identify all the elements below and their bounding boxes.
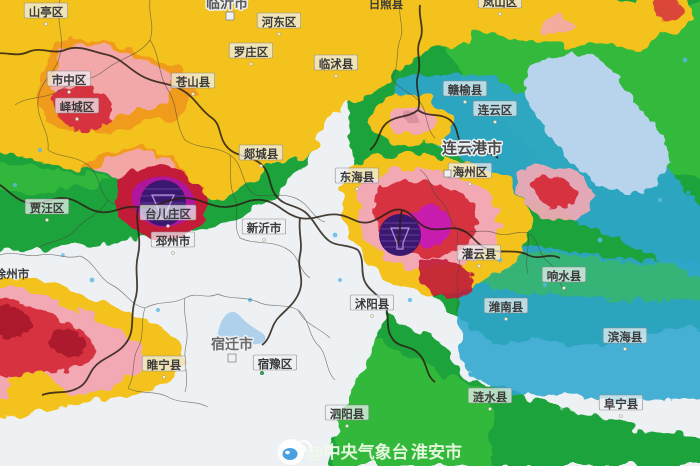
svg-text:灌云县: 灌云县 [462,247,497,261]
svg-text:苍山县: 苍山县 [175,75,211,89]
svg-text:海州区: 海州区 [453,165,488,179]
svg-text:徐州市: 徐州市 [0,267,30,281]
svg-text:睢宁县: 睢宁县 [147,358,182,372]
svg-text:罗庄区: 罗庄区 [234,45,269,59]
svg-text:潍南县: 潍南县 [489,300,524,314]
svg-text:涟水县: 涟水县 [473,390,508,404]
svg-text:@中央气象台: @中央气象台 [307,442,409,462]
svg-text:赣榆县: 赣榆县 [448,83,483,97]
svg-text:郯城县: 郯城县 [244,147,279,161]
svg-text:新沂市: 新沂市 [247,221,282,235]
svg-text:宿豫区: 宿豫区 [258,357,293,371]
svg-text:岚山区: 岚山区 [483,0,518,9]
svg-text:市中区: 市中区 [52,73,87,87]
svg-text:日照县: 日照县 [369,0,404,11]
svg-text:临沭县: 临沭县 [319,57,354,71]
svg-text:滨海县: 滨海县 [608,330,643,344]
svg-text:淮安市: 淮安市 [411,442,462,462]
svg-text:台儿庄区: 台儿庄区 [145,207,191,221]
svg-text:山亭区: 山亭区 [29,5,64,19]
svg-text:河东区: 河东区 [262,15,297,29]
svg-text:响水县: 响水县 [547,269,582,283]
svg-text:临沂市: 临沂市 [206,0,248,11]
svg-text:连云区: 连云区 [478,103,513,117]
svg-text:邳州市: 邳州市 [155,234,191,248]
svg-text:宿迁市: 宿迁市 [211,336,253,352]
svg-text:阜宁县: 阜宁县 [604,397,639,411]
svg-text:连云港市: 连云港市 [442,139,502,157]
svg-text:东海县: 东海县 [340,170,375,184]
svg-text:峄城区: 峄城区 [60,100,95,114]
svg-text:泗阳县: 泗阳县 [330,407,365,421]
svg-text:贾汪区: 贾汪区 [30,201,65,215]
svg-text:沭阳县: 沭阳县 [355,297,390,311]
